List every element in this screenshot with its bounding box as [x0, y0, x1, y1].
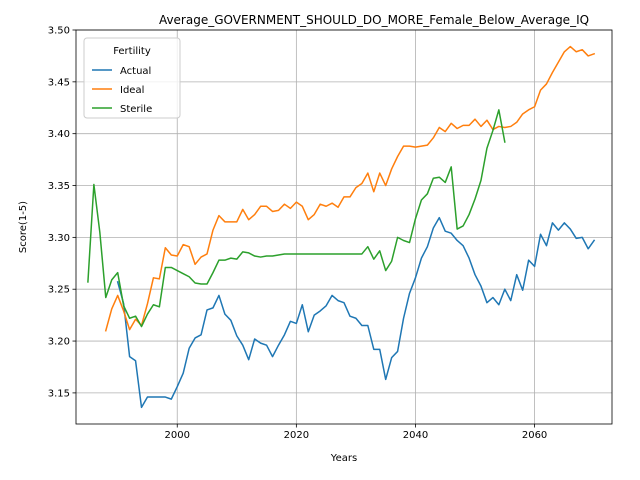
- x-axis-ticks: 2000 2020 2040 2060: [165, 424, 547, 441]
- series-line-ideal: [104, 45, 596, 332]
- y-tick-label: 3.35: [48, 181, 70, 192]
- plot-area-frame: [75, 29, 613, 425]
- series-line-sterile: [87, 109, 506, 328]
- x-tick-label: 2020: [284, 430, 309, 441]
- x-tick-label: 2040: [403, 430, 428, 441]
- y-tick-label: 3.20: [48, 337, 70, 348]
- x-tick-label: 2060: [522, 430, 547, 441]
- y-tick-label: 3.45: [48, 77, 70, 88]
- chart-title: Average_GOVERNMENT_SHOULD_DO_MORE_Female…: [159, 13, 589, 27]
- y-tick-label: 3.40: [48, 129, 70, 140]
- x-tick-label: 2000: [165, 430, 190, 441]
- series-line-actual: [116, 216, 596, 409]
- y-axis-ticks: 3.15 3.20 3.25 3.30 3.35 3.40 3.45 3.50: [48, 26, 76, 399]
- y-axis-label: Score(1-5): [18, 201, 29, 253]
- y-tick-label: 3.25: [48, 285, 70, 296]
- legend-title: Fertility: [113, 46, 151, 57]
- y-tick-label: 3.30: [48, 233, 70, 244]
- x-axis-label: Years: [330, 453, 357, 464]
- grid: [76, 29, 612, 424]
- legend-box: [83, 37, 181, 119]
- legend-label-sterile: Sterile: [120, 104, 152, 115]
- y-tick-label: 3.50: [48, 26, 70, 37]
- y-tick-label: 3.15: [48, 388, 70, 399]
- legend-label-ideal: Ideal: [120, 85, 144, 96]
- legend: Fertility Actual Ideal Sterile: [83, 37, 181, 119]
- series-lines: [87, 45, 596, 409]
- legend-label-actual: Actual: [120, 66, 151, 77]
